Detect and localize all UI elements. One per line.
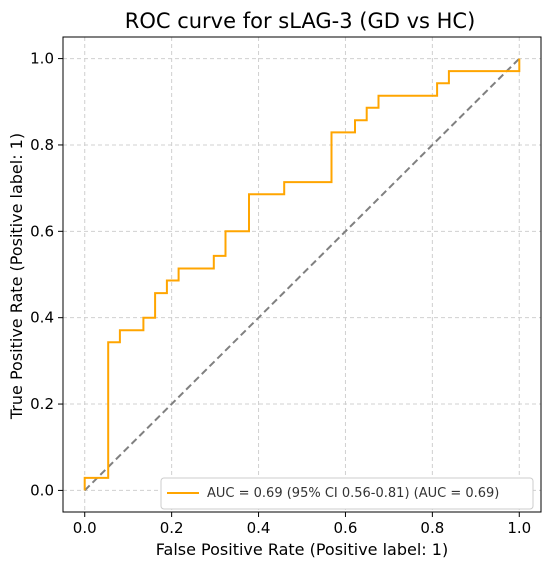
- x-tick-label: 0.8: [420, 519, 444, 537]
- plot-frame: [62, 36, 542, 513]
- legend: AUC = 0.69 (95% CI 0.56-0.81) (AUC = 0.6…: [160, 477, 534, 510]
- chart-title: ROC curve for sLAG-3 (GD vs HC): [125, 9, 476, 33]
- y-tick-label: 0.8: [30, 136, 54, 154]
- y-tick-label: 0.4: [30, 309, 54, 327]
- axis-ticks: 0.0 0.2 0.4 0.6 0.8 1.0 0.0 0.2 0.4 0.6 0.8 1.0: [30, 50, 531, 537]
- y-tick-label: 0.0: [30, 481, 54, 499]
- x-tick-label: 0.6: [334, 519, 358, 537]
- x-tick-label: 0.2: [160, 519, 184, 537]
- legend-box: [160, 477, 534, 510]
- roc-curve-line: [83, 58, 521, 491]
- legend-label: AUC = 0.69 (95% CI 0.56-0.81) (AUC = 0.6…: [207, 486, 499, 501]
- y-tick-label: 1.0: [30, 50, 54, 68]
- y-axis-title: True Positive Rate (Positive label: 1): [7, 133, 26, 420]
- x-tick-label: 1.0: [507, 519, 531, 537]
- y-tick-label: 0.6: [30, 222, 54, 240]
- chance-diagonal-line: [83, 57, 521, 492]
- x-tick-label: 0.0: [73, 519, 97, 537]
- x-axis-title: False Positive Rate (Positive label: 1): [156, 540, 448, 559]
- y-tick-label: 0.2: [30, 395, 54, 413]
- plot-series: [83, 57, 521, 492]
- x-tick-label: 0.4: [247, 519, 271, 537]
